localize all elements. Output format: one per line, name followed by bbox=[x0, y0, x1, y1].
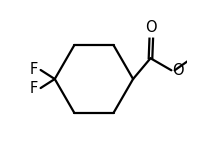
Text: O: O bbox=[172, 63, 184, 78]
Text: F: F bbox=[30, 81, 38, 96]
Text: O: O bbox=[145, 20, 157, 35]
Text: F: F bbox=[30, 62, 38, 78]
